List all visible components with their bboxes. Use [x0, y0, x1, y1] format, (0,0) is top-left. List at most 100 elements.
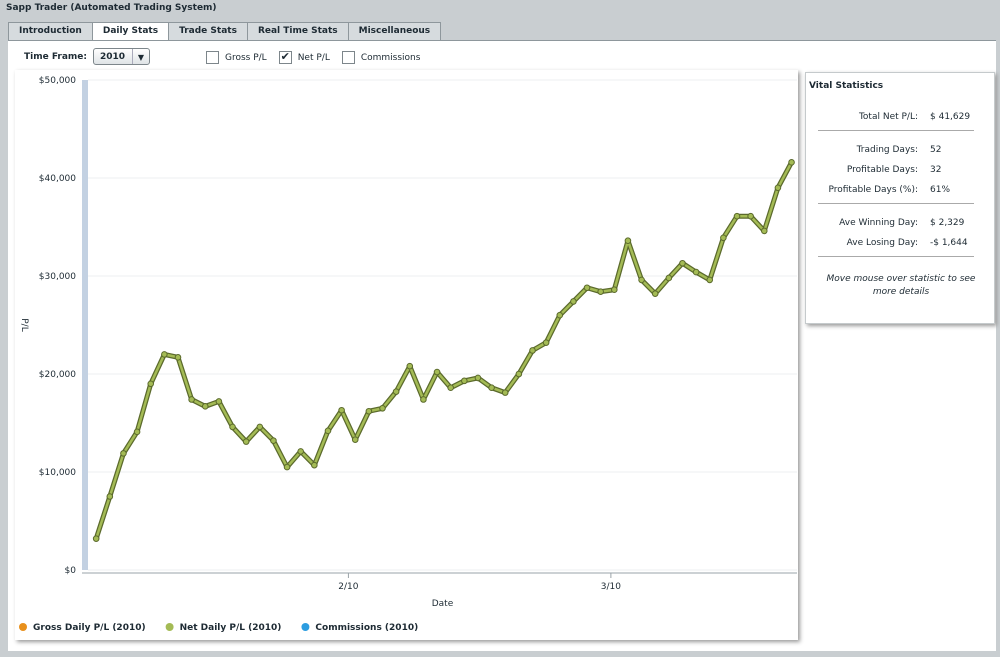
point	[665, 274, 673, 282]
x-axis-label: Date	[432, 599, 454, 609]
point	[747, 212, 754, 220]
stat-row[interactable]: Trading Days: 52	[818, 140, 974, 160]
point	[256, 423, 264, 431]
point	[283, 463, 291, 471]
checkbox-group: Gross P/L ✔ Net P/L Commissions	[206, 51, 432, 64]
point	[774, 184, 782, 192]
tab[interactable]: Daily Stats	[91, 22, 170, 41]
point	[597, 288, 604, 295]
tab-bar: Introduction Daily Stats Trade Stats Real T…	[8, 22, 442, 41]
checkbox[interactable]	[206, 51, 219, 64]
legend-label[interactable]: Net Daily P/L (2010)	[180, 623, 282, 633]
point	[447, 384, 454, 392]
time-frame-label: Time Frame:	[24, 52, 88, 62]
x-tick-label: 3/10	[601, 582, 621, 592]
stat-row[interactable]: Profitable Days (%): 61%	[818, 180, 974, 200]
point	[379, 405, 386, 412]
checkbox-label: Gross P/L	[225, 52, 267, 63]
point	[188, 396, 195, 403]
point	[215, 398, 223, 405]
point	[229, 423, 236, 431]
point	[760, 227, 768, 235]
y-tick-label: $30,000	[39, 272, 76, 282]
stat-label: Ave Winning Day:	[839, 218, 918, 228]
point	[692, 268, 700, 276]
stat-group: Ave Winning Day: $ 2,329 Ave Losing Day: -$…	[818, 213, 974, 253]
point	[651, 290, 659, 297]
separator	[818, 256, 974, 257]
point	[570, 298, 577, 305]
point	[324, 427, 332, 435]
point	[351, 436, 359, 443]
point	[583, 284, 591, 292]
stat-row[interactable]: Profitable Days: 32	[818, 160, 974, 180]
y-axis-band	[82, 80, 88, 570]
point	[529, 347, 536, 354]
checkbox[interactable]	[341, 51, 355, 64]
separator	[818, 130, 974, 131]
stat-row[interactable]: Total Net P/L: $ 41,629	[818, 107, 974, 127]
point	[624, 237, 632, 245]
y-tick-label: $50,000	[39, 76, 76, 86]
point	[420, 396, 427, 403]
point	[311, 461, 318, 469]
point	[365, 407, 373, 415]
stat-group: Total Net P/L: $ 41,629	[818, 107, 974, 127]
legend-label[interactable]: Gross Daily P/L (2010)	[33, 623, 146, 633]
line	[94, 161, 793, 540]
dropdown-arrow[interactable]: ▼	[132, 49, 149, 64]
stat-label: Profitable Days:	[846, 165, 918, 175]
stats-title: Vital Statistics	[809, 81, 884, 91]
point	[556, 311, 564, 319]
line-outline	[93, 161, 794, 540]
tab[interactable]: Miscellaneous	[347, 22, 442, 40]
time-frame-dropdown[interactable]: 2010 ▼	[93, 48, 150, 65]
stat-row[interactable]: Ave Losing Day: -$ 1,644	[818, 233, 974, 253]
point	[474, 374, 482, 382]
window-title: Sapp Trader (Automated Trading System)	[0, 0, 1000, 18]
point	[106, 493, 114, 500]
point	[92, 535, 100, 542]
y-axis-label: P/L	[19, 318, 29, 331]
point	[488, 384, 495, 392]
y-tick-label: $0	[65, 566, 77, 576]
point	[392, 388, 400, 395]
point	[542, 339, 550, 346]
stat-value: 32	[930, 165, 942, 175]
stat-row[interactable]: Ave Winning Day: $ 2,329	[818, 213, 974, 233]
stat-label: Profitable Days (%):	[828, 185, 918, 195]
checkbox-label: Commissions	[360, 52, 421, 63]
stat-value: -$ 1,644	[930, 238, 968, 248]
chart: $0 $10,000 $20,000 $30,000 $40,000 $50,000 2/1…	[19, 76, 797, 633]
point	[201, 403, 209, 410]
tab[interactable]: Real Time Stats	[246, 22, 349, 40]
point	[515, 370, 523, 378]
tab[interactable]: Introduction	[8, 22, 93, 40]
checkbox-item[interactable]: Commissions	[341, 51, 421, 64]
point	[161, 351, 168, 358]
y-tick-label: $10,000	[39, 468, 76, 478]
point	[270, 437, 277, 444]
point	[120, 450, 127, 457]
point	[638, 276, 645, 284]
point	[133, 428, 141, 436]
tab[interactable]: Trade Stats	[168, 22, 248, 40]
legend-marker[interactable]	[301, 623, 310, 631]
point	[733, 212, 741, 220]
point	[501, 389, 509, 396]
point	[706, 276, 714, 284]
point	[788, 159, 795, 166]
point	[338, 406, 345, 414]
point	[242, 438, 250, 445]
legend-marker[interactable]	[165, 623, 174, 631]
checkbox-item[interactable]: Gross P/L	[206, 51, 267, 64]
point	[461, 377, 468, 385]
stats-panel: Vital Statistics Move mouse over statist…	[805, 72, 995, 324]
legend-label[interactable]: Commissions (2010)	[315, 623, 418, 633]
checkbox-item[interactable]: ✔ Net P/L	[278, 50, 330, 64]
legend-marker[interactable]	[19, 623, 27, 631]
checkbox[interactable]: ✔	[278, 50, 292, 64]
stat-label: Total Net P/L:	[858, 112, 918, 122]
stats-note: Move mouse over statistic to see more de…	[826, 274, 976, 297]
